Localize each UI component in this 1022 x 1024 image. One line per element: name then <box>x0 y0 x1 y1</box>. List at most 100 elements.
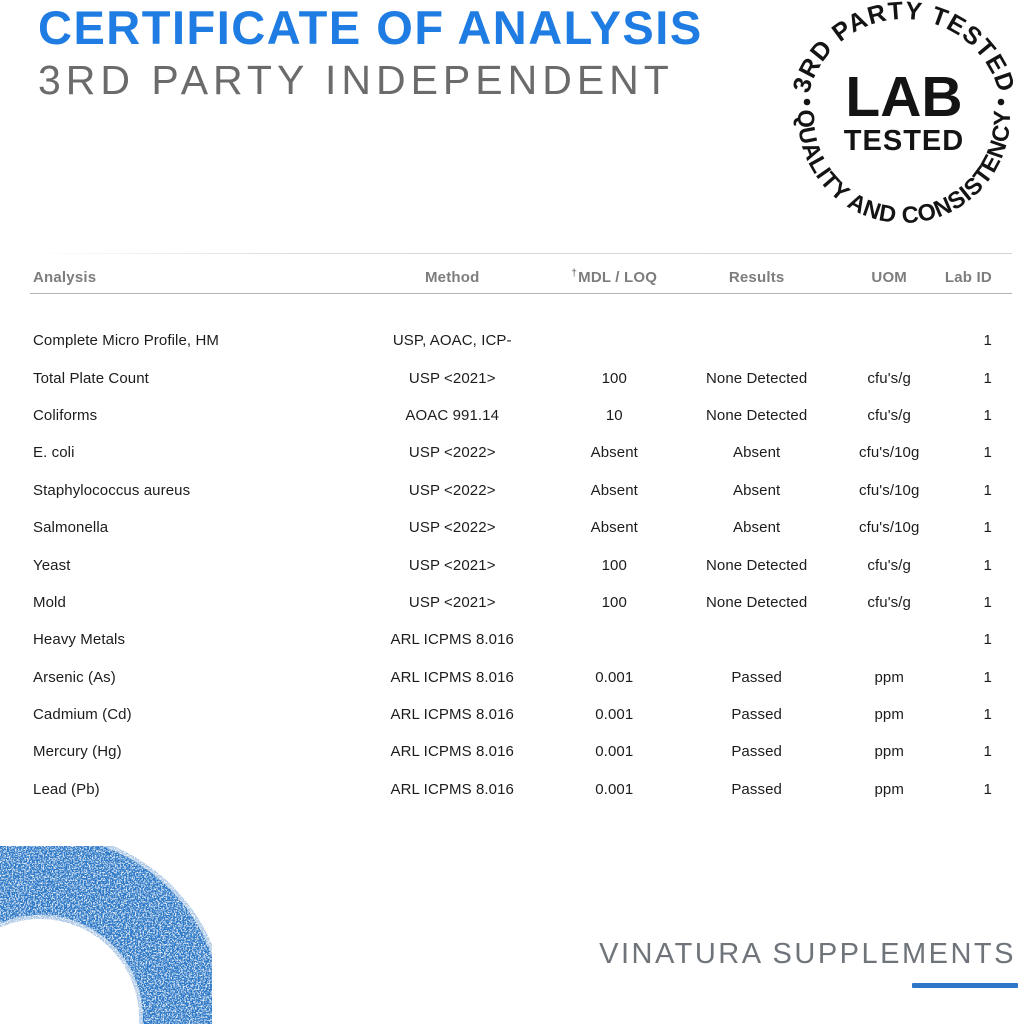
cell-analysis: Total Plate Count <box>33 369 149 387</box>
analysis-table: Analysis Method †MDL / LOQ Results UOM Lab ID… <box>30 253 1012 808</box>
cell-method: ARL ICPMS 8.016 <box>390 668 514 686</box>
cell-method: ARL ICPMS 8.016 <box>390 743 514 761</box>
cell-analysis: E. coli <box>33 444 75 462</box>
cell-results: None Detected <box>705 593 808 611</box>
cell-lab_id: 1 <box>983 743 992 761</box>
table-header-row: Analysis Method †MDL / LOQ Results UOM Lab ID <box>30 254 1012 294</box>
column-header-results: Results <box>728 268 785 286</box>
column-header-uom: UOM <box>871 268 908 286</box>
cell-mdl_loq: Absent <box>590 519 638 537</box>
cell-uom: ppm <box>874 706 904 724</box>
cell-lab_id: 1 <box>983 519 992 537</box>
page-subtitle: 3RD PARTY INDEPENDENT <box>38 56 674 103</box>
cell-lab_id: 1 <box>983 593 992 611</box>
brand-underline <box>912 983 1018 988</box>
lab-tested-badge: 3RD PARTY TESTED QUALITY AND CONSISTENCY… <box>787 0 1019 228</box>
cell-analysis: Coliforms <box>33 406 98 424</box>
badge-right-dot-icon <box>997 98 1005 106</box>
cell-mdl_loq: Absent <box>590 481 638 499</box>
cell-method: USP <2021> <box>408 593 496 611</box>
cell-lab_id: 1 <box>983 631 992 649</box>
cell-results: Absent <box>732 481 781 499</box>
table-row: Staphylococcus aureus USP <2022> Absent Abs… <box>30 472 1012 509</box>
table-top-rule <box>30 253 1012 254</box>
cell-uom: cfu's/10g <box>858 444 920 462</box>
cell-analysis: Yeast <box>33 556 71 574</box>
cell-analysis: Staphylococcus aureus <box>33 481 191 499</box>
cell-lab_id: 1 <box>983 332 992 350</box>
cell-analysis: Mold <box>33 593 66 611</box>
cell-lab_id: 1 <box>983 706 992 724</box>
cell-lab_id: 1 <box>983 668 992 686</box>
table-row: Mercury (Hg) ARL ICPMS 8.016 0.001 Passed pp… <box>30 733 1012 770</box>
dagger-mark: † <box>571 267 578 279</box>
table-row: Complete Micro Profile, HM USP, AOAC, ICP… <box>30 322 1012 359</box>
cell-lab_id: 1 <box>983 444 992 462</box>
cell-analysis: Salmonella <box>33 519 109 537</box>
cell-results: Passed <box>731 706 782 724</box>
cell-mdl_loq: Absent <box>590 444 638 462</box>
column-header-method: Method <box>424 268 480 286</box>
cell-method: USP <2021> <box>408 369 496 387</box>
cell-lab_id: 1 <box>983 780 992 798</box>
column-header-mdl_loq: †MDL / LOQ <box>571 267 658 286</box>
cell-uom: ppm <box>874 743 904 761</box>
cell-method: ARL ICPMS 8.016 <box>390 780 514 798</box>
cell-lab_id: 1 <box>983 406 992 424</box>
brand-name: VINATURA SUPPLEMENTS <box>599 938 1016 970</box>
table-row: Salmonella USP <2022> Absent Absent cfu's/10… <box>30 509 1012 546</box>
cell-results: Passed <box>731 780 782 798</box>
cell-method: ARL ICPMS 8.016 <box>390 631 514 649</box>
cell-results: None Detected <box>705 406 808 424</box>
cell-results: None Detected <box>705 369 808 387</box>
cell-uom: cfu's/g <box>867 593 911 611</box>
table-row: Total Plate Count USP <2021> 100 None Detec… <box>30 359 1012 396</box>
cell-uom: cfu's/10g <box>858 481 920 499</box>
cell-lab_id: 1 <box>983 369 992 387</box>
cell-method: USP <2022> <box>408 444 496 462</box>
cell-mdl_loq: 10 <box>605 406 623 424</box>
column-header-analysis: Analysis <box>33 268 97 286</box>
cell-uom: cfu's/g <box>867 556 911 574</box>
page-title: CERTIFICATE OF ANALYSIS <box>38 1 703 54</box>
table-row: Lead (Pb) ARL ICPMS 8.016 0.001 Passed ppm 1 <box>30 771 1012 808</box>
table-row: Yeast USP <2021> 100 None Detected cfu's/g 1 <box>30 546 1012 583</box>
cell-analysis: Complete Micro Profile, HM <box>33 332 219 350</box>
cell-method: AOAC 991.14 <box>405 406 500 424</box>
document-header: CERTIFICATE OF ANALYSIS 3RD PARTY INDEPE… <box>38 1 703 103</box>
cell-analysis: Arsenic (As) <box>33 668 116 686</box>
cell-method: USP <2022> <box>408 519 496 537</box>
cell-results: Passed <box>731 668 782 686</box>
table-row: Coliforms AOAC 991.14 10 None Detected cfu's… <box>30 397 1012 434</box>
cell-results: Absent <box>732 444 781 462</box>
cell-uom: ppm <box>874 780 904 798</box>
table-row: Cadmium (Cd) ARL ICPMS 8.016 0.001 Passed pp… <box>30 696 1012 733</box>
cell-method: USP <2022> <box>408 481 496 499</box>
cell-lab_id: 1 <box>983 556 992 574</box>
cell-uom: cfu's/10g <box>858 519 920 537</box>
cell-method: USP <2021> <box>408 556 496 574</box>
ring-dark-speckle-layer <box>0 835 223 1024</box>
table-row: E. coli USP <2022> Absent Absent cfu's/10g 1 <box>30 434 1012 471</box>
cell-results: Absent <box>732 519 781 537</box>
cell-analysis: Cadmium (Cd) <box>33 706 132 724</box>
cell-analysis: Mercury (Hg) <box>33 743 122 761</box>
column-header-lab_id: Lab ID <box>944 268 992 286</box>
cell-uom: ppm <box>874 668 904 686</box>
table-row: Mold USP <2021> 100 None Detected cfu's/g 1 <box>30 584 1012 621</box>
cell-analysis: Lead (Pb) <box>33 780 100 798</box>
cell-method: USP, AOAC, ICP- <box>392 332 512 350</box>
cell-mdl_loq: 0.001 <box>595 743 634 761</box>
cell-mdl_loq: 100 <box>601 556 627 574</box>
badge-tested-text: TESTED <box>844 125 964 157</box>
cell-uom: cfu's/g <box>867 406 911 424</box>
cell-lab_id: 1 <box>983 481 992 499</box>
cell-method: ARL ICPMS 8.016 <box>390 706 514 724</box>
badge-left-dot-icon <box>803 98 811 106</box>
stipple-ring-decoration <box>0 831 227 1024</box>
cell-mdl_loq: 100 <box>601 369 627 387</box>
cell-results: Passed <box>731 743 782 761</box>
cell-results: None Detected <box>705 556 808 574</box>
table-row: Arsenic (As) ARL ICPMS 8.016 0.001 Passed pp… <box>30 659 1012 696</box>
cell-mdl_loq: 0.001 <box>595 706 634 724</box>
